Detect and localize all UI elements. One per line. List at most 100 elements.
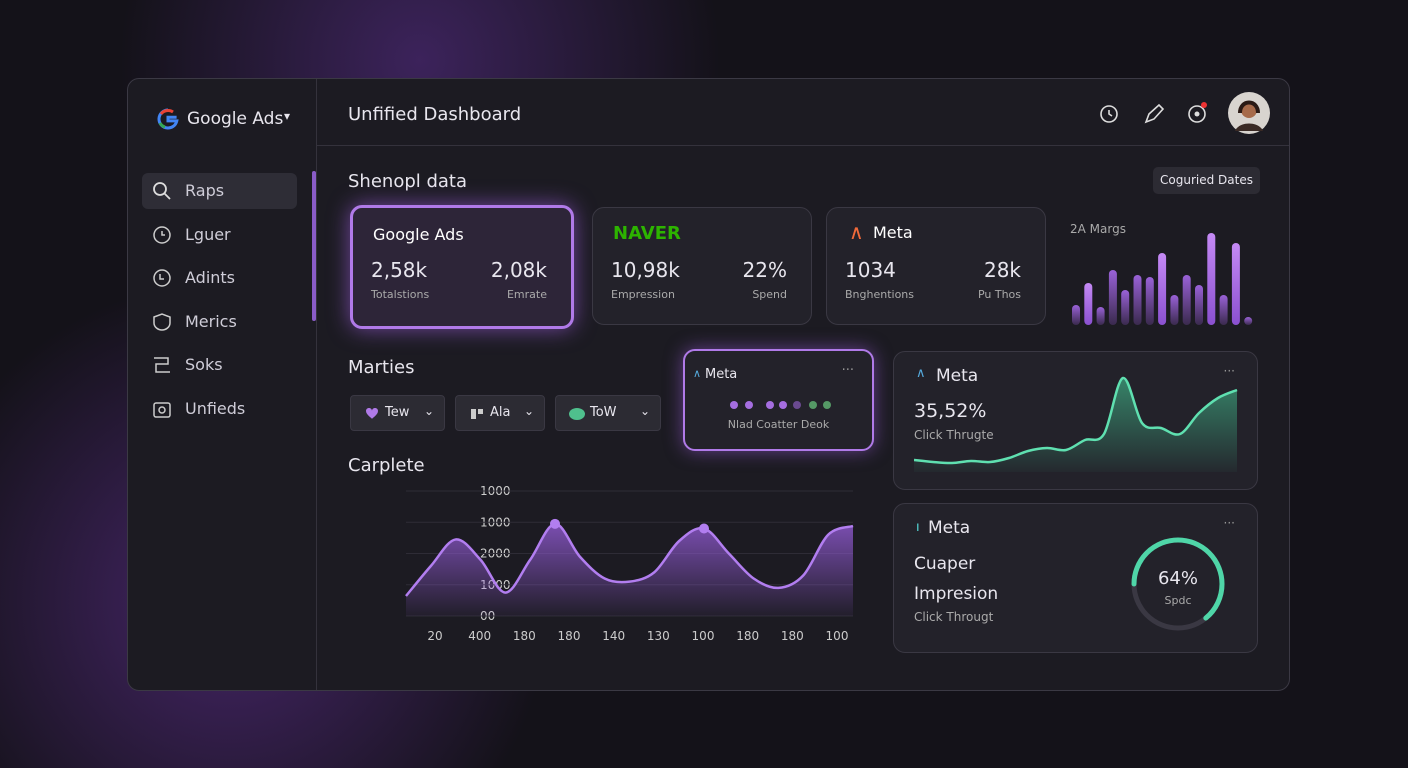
area-line [405,522,854,597]
trend-chart [914,376,1238,472]
mini-bar [1084,283,1093,325]
x-tick-label: 140 [602,629,625,643]
dashboard-panel: Google Ads ▾ Unfified Dashboard Raps Lgue… [127,78,1290,691]
dots-indicator [730,401,831,409]
nav-label: Soks [185,355,223,374]
mini-bar [1145,277,1154,325]
filters-title: Marties [348,357,415,378]
gauge-caption: Spdc [1164,594,1192,607]
more-menu[interactable]: ··· [1223,516,1235,530]
google-logo [157,108,179,130]
nav-icon [153,269,171,287]
sidebar-divider [316,79,317,690]
mini-bar [1072,305,1080,325]
mini-bar [1182,275,1191,325]
date-button[interactable]: Coguried Dates [1153,167,1260,194]
meta-trend-label: Click Thrugte [914,428,994,442]
scroll-indicator [312,171,316,321]
mini-bar-chart [1072,233,1253,325]
mini-bars-title: 2A Margs [1070,222,1126,236]
brand[interactable]: Google Ads [187,109,284,129]
meta-small-card: Meta ∧ ··· Nlad Coatter Deok [683,349,874,451]
more-menu[interactable]: ··· [841,363,854,378]
mini-bar [1170,295,1179,325]
chip-icon [569,408,585,420]
meta-small-caption: Nlad Coatter Deok [727,418,830,431]
meta-gauge-name: Meta [928,518,971,538]
x-tick-label: 180 [736,629,759,643]
nav-item[interactable]: Soks [142,347,297,383]
kpi-card: ∧ Meta 1034 Bnghentions 28k Pu Thos [826,207,1046,325]
kpi-value: 28k [983,258,1021,282]
chip-caret: ⌄ [523,404,534,418]
chip-label: Tew [385,405,410,420]
nav-item[interactable]: Lguer [142,217,297,253]
nav-item[interactable]: Unfieds [142,391,297,427]
kpi-value: 2,58k [371,258,428,282]
kpi-name: NAVER [613,223,681,244]
kpi-value: 22% [742,258,787,282]
chip-label: ToW [590,405,617,420]
nav-icon [153,182,171,200]
x-tick-label: 400 [468,629,491,643]
header-icons [1100,102,1207,124]
kpi-card: NAVER 10,98k Empression 22% Spend [592,207,812,325]
kpi-value: 1034 [845,258,896,282]
more-menu[interactable]: ··· [1223,364,1235,378]
nav-label: Unfieds [185,398,246,418]
chip-icon [471,409,483,419]
chip-icon [366,408,378,419]
mini-bar [1207,233,1216,325]
nav-label: Merics [185,311,237,331]
gauge-value: 64% [1157,568,1198,589]
kpi-label: Empression [611,288,675,301]
kpi-name: Google Ads [373,225,464,244]
gauge-title: Cuaper [914,554,976,574]
nav-item[interactable]: Merics [142,304,297,340]
x-tick-label: 180 [513,629,536,643]
x-tick-label: 20 [427,629,442,643]
nav-label: Lguer [185,224,231,244]
filter-chip[interactable]: Ala ⌄ [455,395,545,431]
nav-icon [154,357,170,373]
mini-bar [1121,290,1130,325]
kpi-value: 2,08k [490,258,547,282]
kpi-label: Emrate [506,288,547,301]
filter-chip[interactable]: ToW ⌄ [555,395,661,431]
meta-gauge-card: ı Meta ··· Cuaper Impresion Click Throug… [893,503,1258,653]
meta-logo: ∧ [849,220,864,244]
nav-label: Adints [185,268,236,287]
trend-line [914,376,1238,465]
nav-icon [153,225,171,244]
trend-fill [914,377,1237,472]
nav-item[interactable]: Raps [142,173,297,209]
mini-bar [1244,317,1253,325]
nav-item[interactable]: Adints [142,260,297,296]
filter-chip[interactable]: Tew ⌄ [350,395,445,431]
mini-bar [1108,270,1117,325]
header-divider [317,145,1289,146]
kpi-label: Totalstions [371,288,430,301]
avatar[interactable] [1227,91,1271,135]
meta-small-name: Meta [705,367,738,382]
kpi-value: 10,98k [611,258,680,282]
brand-caret[interactable]: ▾ [284,109,291,123]
kpi-label: Bnghentions [845,288,915,301]
x-tick-label: 100 [692,629,715,643]
meta-logo: ∧ [693,367,702,380]
area-fill [406,523,853,616]
x-tick-label: 180 [781,629,804,643]
header-title: Unfified Dashboard [348,104,522,125]
gauge-arc [1131,537,1225,631]
chip-caret: ⌄ [423,404,434,418]
kpi-card: Google Ads 2,58k Totalstions 2,08k Emrate [350,205,574,329]
gauge-subtitle: Click Througt [914,610,994,624]
mini-bar [1096,307,1105,325]
meta-logo: ∧ [916,366,926,381]
mini-bar [1195,285,1203,325]
x-tick-label: 130 [647,629,670,643]
kpi-name: Meta [873,223,913,242]
chip-label: Ala [490,405,511,420]
meta-trend-card: ∧ Meta ··· 35,52% Click Thrugte [893,351,1258,490]
